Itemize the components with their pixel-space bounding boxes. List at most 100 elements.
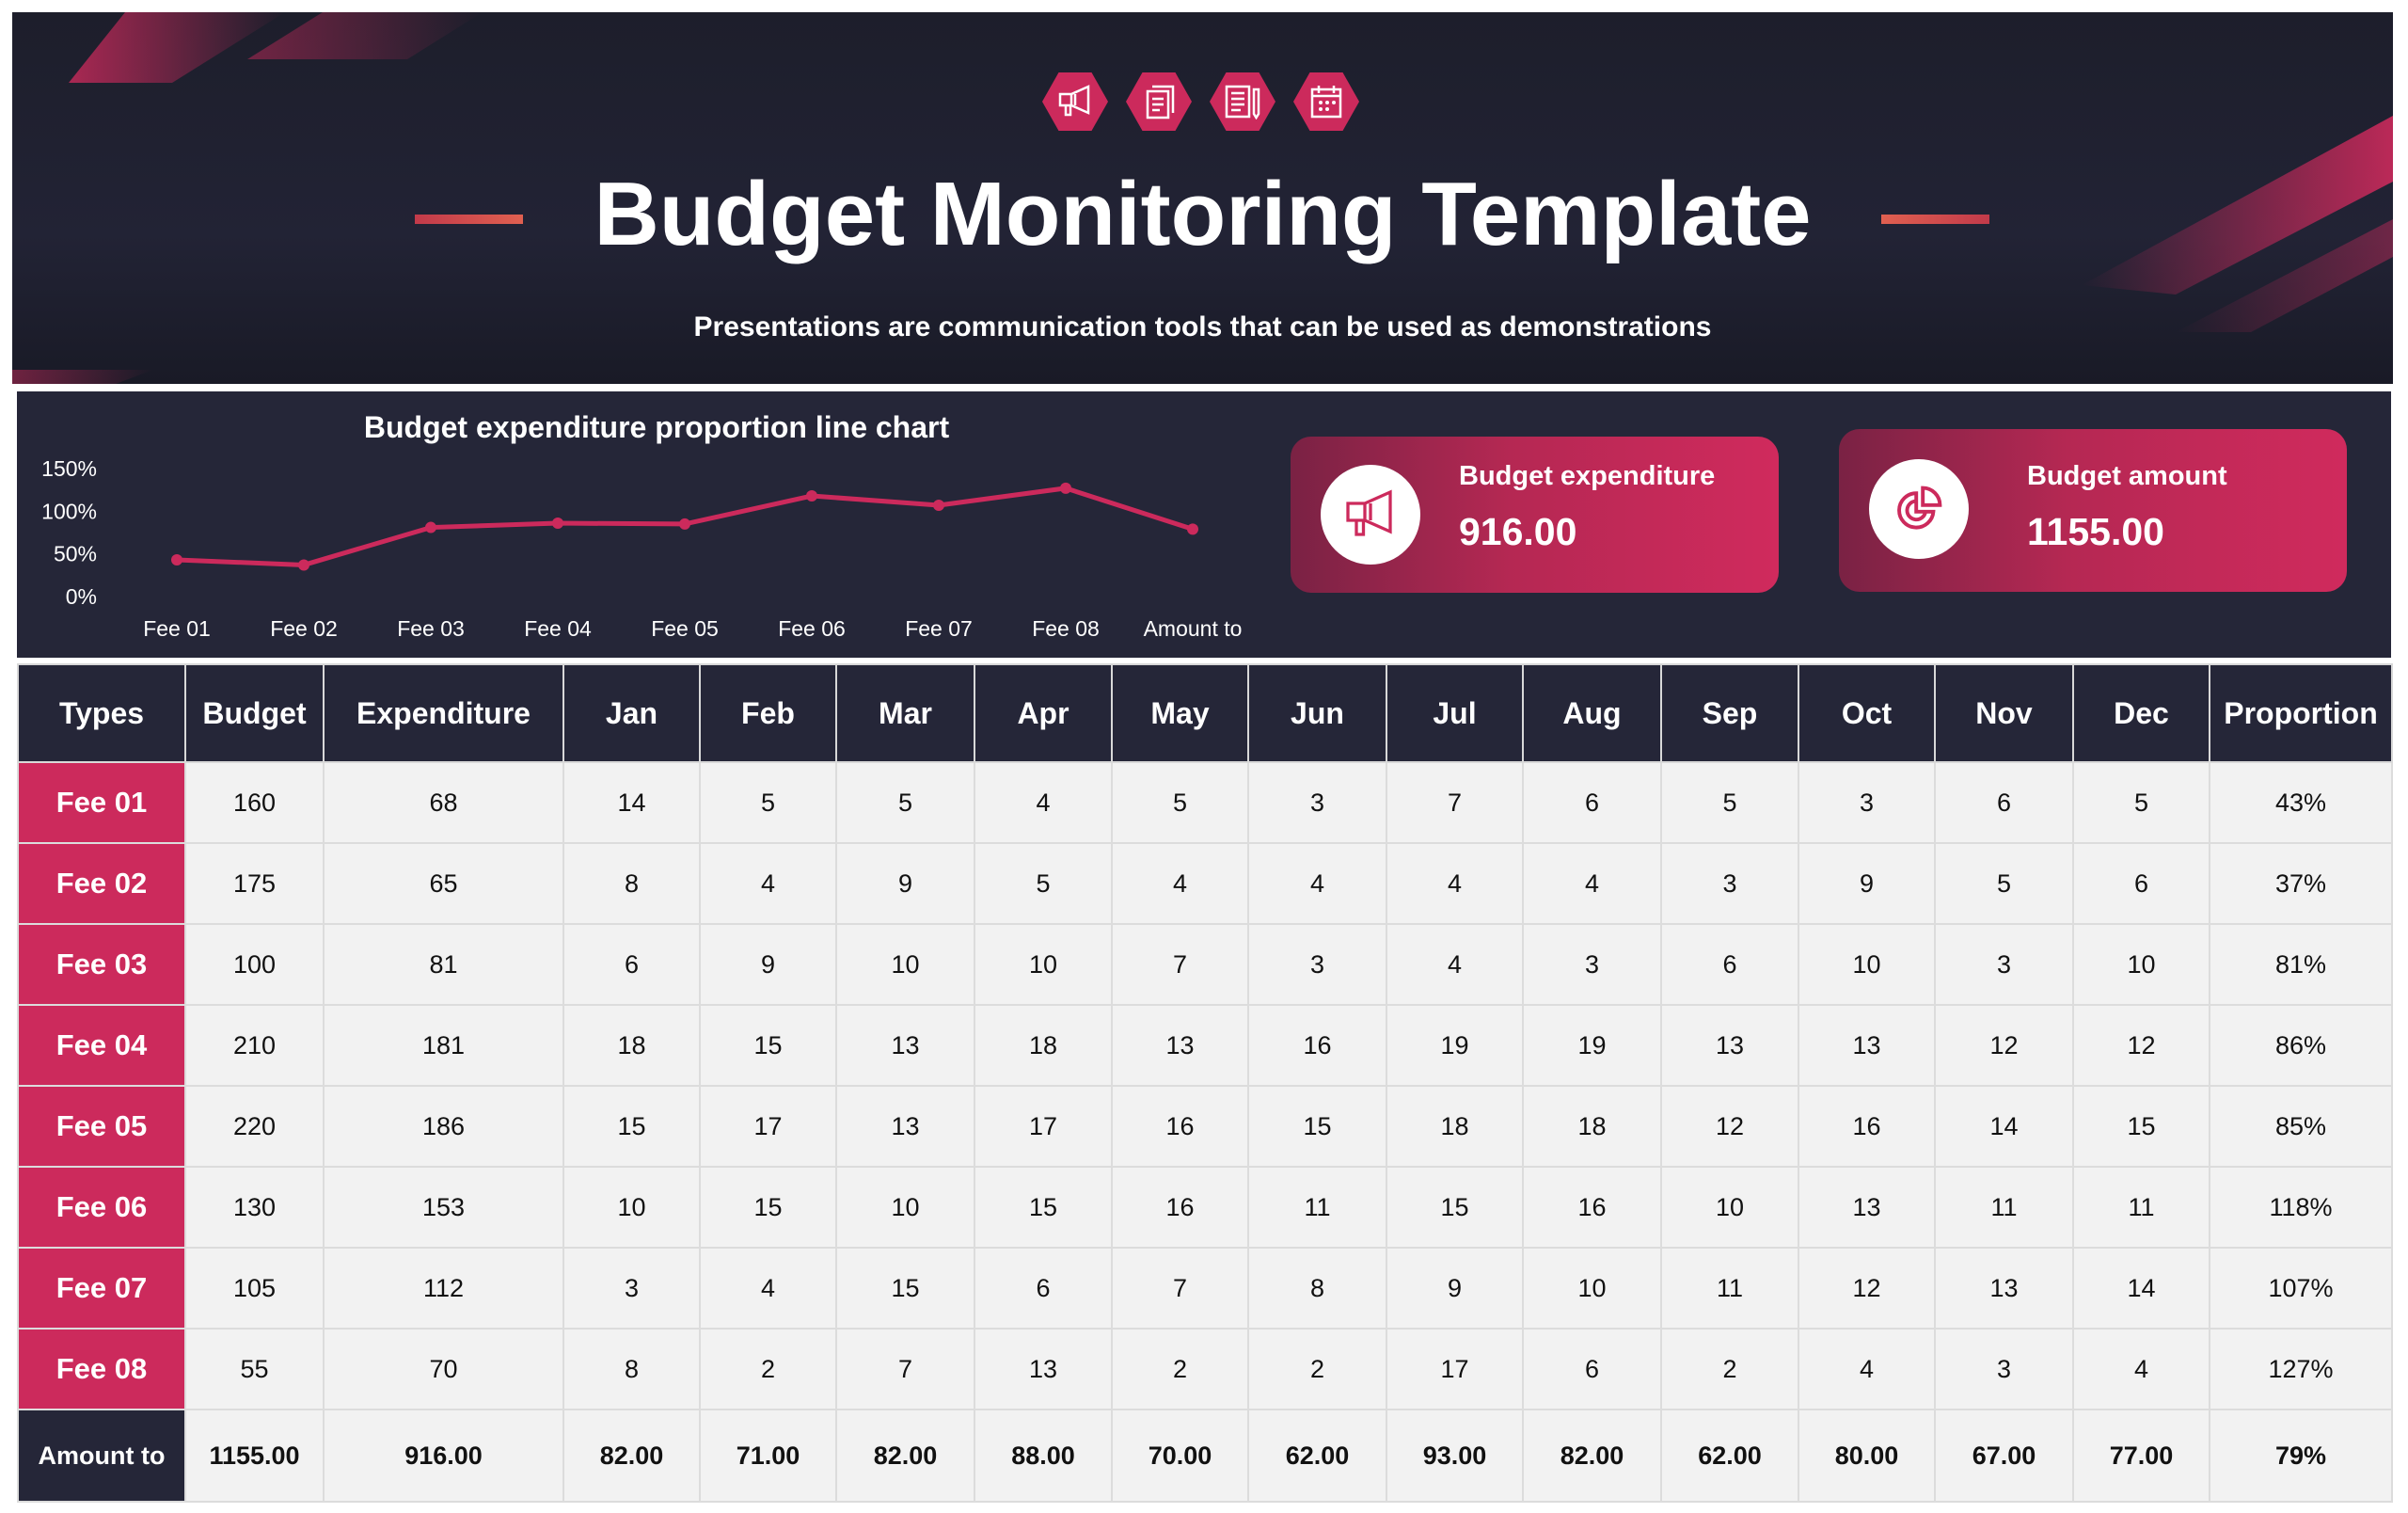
- table-cell: 10: [1660, 1166, 1799, 1249]
- table-cell: 112: [323, 1247, 564, 1330]
- data-point: [1060, 482, 1071, 494]
- column-header: Aug: [1522, 663, 1662, 763]
- table-cell: 7: [835, 1328, 975, 1410]
- table-cell: 6: [2072, 842, 2210, 925]
- decorative-stripes: [12, 12, 2393, 384]
- total-cell: 70.00: [1111, 1409, 1249, 1503]
- table-cell: 9: [699, 923, 837, 1006]
- table-cell: 85%: [2209, 1085, 2393, 1168]
- table-cell: 18: [562, 1004, 701, 1087]
- table-cell: 12: [1660, 1085, 1799, 1168]
- row-type-label: Fee 08: [17, 1328, 186, 1410]
- table-cell: 4: [2072, 1328, 2210, 1410]
- table-cell: 18: [1522, 1085, 1662, 1168]
- chart-title: Budget expenditure proportion line chart: [363, 410, 950, 444]
- table-cell: 130: [184, 1166, 325, 1249]
- table-cell: 3: [1934, 1328, 2074, 1410]
- table-cell: 3: [1798, 761, 1936, 844]
- row-type-label: Fee 04: [17, 1004, 186, 1087]
- total-label: Amount to: [17, 1409, 186, 1503]
- total-cell: 80.00: [1798, 1409, 1936, 1503]
- table-cell: 5: [1660, 761, 1799, 844]
- table-cell: 10: [974, 923, 1113, 1006]
- table-cell: 8: [562, 1328, 701, 1410]
- table-cell: 3: [1660, 842, 1799, 925]
- table-cell: 6: [562, 923, 701, 1006]
- table-cell: 70: [323, 1328, 564, 1410]
- card-value: 1155.00: [2027, 510, 2164, 553]
- table-cell: 7: [1111, 923, 1249, 1006]
- total-cell: 62.00: [1247, 1409, 1387, 1503]
- column-header: Proportion: [2209, 663, 2393, 763]
- table-cell: 55: [184, 1328, 325, 1410]
- table-cell: 13: [1934, 1247, 2074, 1330]
- table-cell: 12: [2072, 1004, 2210, 1087]
- table-cell: 10: [562, 1166, 701, 1249]
- budget-expenditure-card: Budget expenditure 916.00: [1291, 437, 1779, 593]
- table-cell: 18: [1386, 1085, 1524, 1168]
- table-cell: 19: [1386, 1004, 1524, 1087]
- table-cell: 4: [1386, 842, 1524, 925]
- table-cell: 175: [184, 842, 325, 925]
- x-tick-label: Fee 03: [397, 616, 465, 641]
- table-cell: 16: [1111, 1166, 1249, 1249]
- column-header: Jul: [1386, 663, 1524, 763]
- table-cell: 7: [1111, 1247, 1249, 1330]
- total-cell: 82.00: [562, 1409, 701, 1503]
- table-cell: 181: [323, 1004, 564, 1087]
- table-cell: 5: [699, 761, 837, 844]
- table-row: Fee 01 160 68 14 5 5 4 5 3 7 6 5 3 6 5 43%: [17, 761, 2393, 844]
- total-cell: 67.00: [1934, 1409, 2074, 1503]
- table-cell: 17: [699, 1085, 837, 1168]
- table-cell: 15: [1247, 1085, 1387, 1168]
- data-point: [552, 518, 563, 530]
- table-cell: 15: [1386, 1166, 1524, 1249]
- table-cell: 2: [699, 1328, 837, 1410]
- table-cell: 5: [1111, 761, 1249, 844]
- total-cell: 71.00: [699, 1409, 837, 1503]
- card-label: Budget expenditure: [1459, 461, 1716, 491]
- column-header: May: [1111, 663, 1249, 763]
- x-tick-label: Fee 04: [524, 616, 592, 641]
- table-cell: 11: [2072, 1166, 2210, 1249]
- table-cell: 2: [1247, 1328, 1387, 1410]
- table-cell: 6: [1660, 923, 1799, 1006]
- x-tick-label: Fee 06: [778, 616, 846, 641]
- table-cell: 17: [1386, 1328, 1524, 1410]
- total-cell: 88.00: [974, 1409, 1113, 1503]
- table-cell: 2: [1660, 1328, 1799, 1410]
- table-cell: 12: [1934, 1004, 2074, 1087]
- table-row: Fee 07 105 112 3 4 15 6 7 8 9 10 11 12 13 14 107%: [17, 1247, 2393, 1330]
- table-cell: 6: [1934, 761, 2074, 844]
- total-cell: 79%: [2209, 1409, 2393, 1503]
- table-cell: 3: [1247, 761, 1387, 844]
- column-header: Types: [17, 663, 186, 763]
- table-cell: 5: [1934, 842, 2074, 925]
- table-cell: 5: [974, 842, 1113, 925]
- y-tick-label: 150%: [41, 456, 97, 481]
- data-point: [679, 518, 690, 530]
- column-header: Dec: [2072, 663, 2210, 763]
- table-cell: 4: [1111, 842, 1249, 925]
- x-tick-label: Fee 02: [270, 616, 338, 641]
- table-cell: 13: [1798, 1004, 1936, 1087]
- column-header: Jan: [562, 663, 701, 763]
- column-header: Budget: [184, 663, 325, 763]
- table-cell: 14: [562, 761, 701, 844]
- table-cell: 10: [1522, 1247, 1662, 1330]
- table-cell: 107%: [2209, 1247, 2393, 1330]
- table-cell: 6: [974, 1247, 1113, 1330]
- table-row: Fee 08 55 70 8 2 7 13 2 2 17 6 2 4 3 4 127%: [17, 1328, 2393, 1410]
- y-tick-label: 0%: [66, 584, 97, 609]
- table-cell: 86%: [2209, 1004, 2393, 1087]
- data-point: [171, 554, 182, 566]
- table-cell: 153: [323, 1166, 564, 1249]
- table-row: Fee 04 210 181 18 15 13 18 13 16 19 19 13 13 12 12 86%: [17, 1004, 2393, 1087]
- table-cell: 10: [1798, 923, 1936, 1006]
- table-cell: 11: [1934, 1166, 2074, 1249]
- table-cell: 105: [184, 1247, 325, 1330]
- table-cell: 6: [1522, 761, 1662, 844]
- table-cell: 15: [562, 1085, 701, 1168]
- y-tick-label: 100%: [41, 499, 97, 523]
- table-cell: 118%: [2209, 1166, 2393, 1249]
